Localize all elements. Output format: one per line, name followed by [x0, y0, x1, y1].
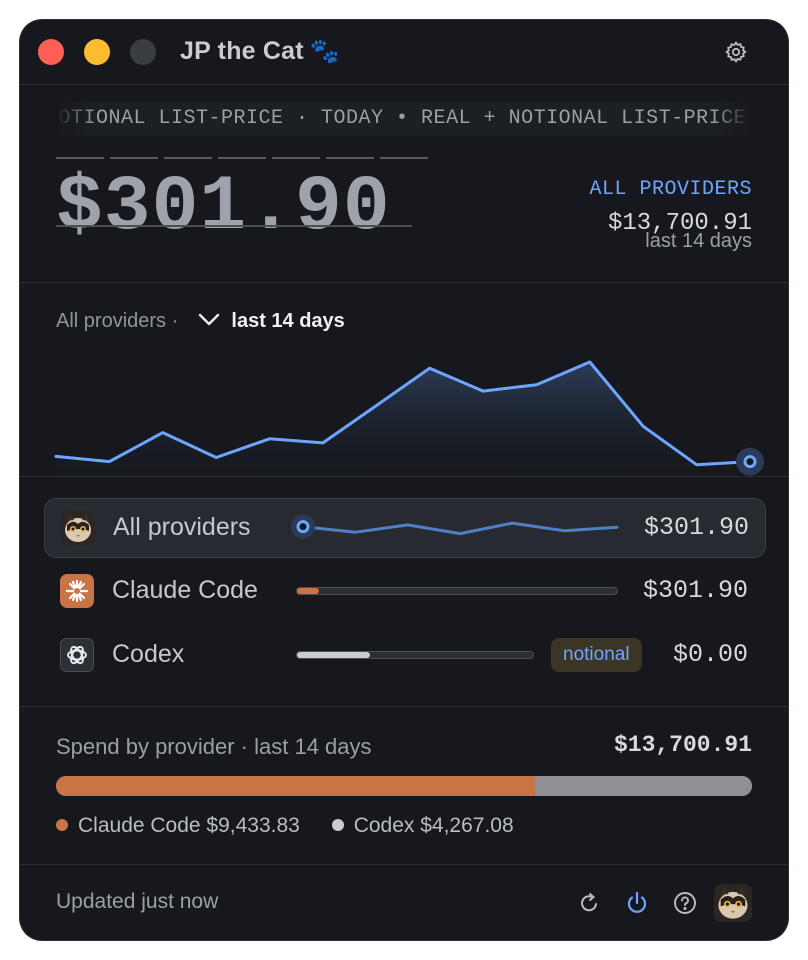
- minimize-window-button[interactable]: [84, 39, 110, 65]
- legend-item-claude-code: Claude Code $9,433.83: [56, 814, 300, 838]
- codex-share-fill: [297, 652, 371, 658]
- chart-point: [534, 383, 538, 387]
- spend-area-chart: [54, 360, 764, 492]
- zoom-window-button[interactable]: [130, 39, 156, 65]
- cat-avatar[interactable]: [714, 884, 752, 922]
- chart-header: All providers · last 14 days: [56, 310, 345, 333]
- spend-total: $13,700.91: [613, 732, 752, 758]
- divider: [20, 864, 788, 865]
- all-providers-period-text: last 14 days: [645, 230, 752, 252]
- all-providers-period: last 14 days: [645, 230, 752, 253]
- chart-point: [481, 389, 485, 393]
- all-providers-label: ALL PROVIDERS: [589, 178, 752, 201]
- claude-share-fill: [297, 588, 320, 594]
- provider-name: Claude Code: [112, 576, 258, 604]
- provider-name: All providers: [113, 513, 251, 541]
- paw-icon: 🐾: [309, 38, 340, 65]
- power-icon[interactable]: [624, 890, 650, 916]
- provider-name: Codex: [112, 640, 185, 668]
- spend-stacked-bar: [56, 776, 752, 796]
- chart-point: [695, 463, 699, 467]
- notional-badge: notional: [551, 638, 642, 672]
- all-providers-sparkline: [291, 514, 619, 539]
- chart-series-line: [54, 360, 752, 467]
- provider-amount: $301.90: [643, 513, 749, 542]
- chart-period-select[interactable]: last 14 days: [231, 310, 345, 332]
- sparkline-point: [296, 520, 310, 534]
- claude-share-bar: [296, 587, 618, 595]
- openai-logo-icon: [60, 638, 94, 672]
- chart-point: [321, 441, 325, 445]
- claude-logo-icon: [60, 574, 94, 608]
- ticker-fade-right: [712, 102, 752, 136]
- chart-point: [641, 424, 645, 428]
- chevron-down-icon[interactable]: [198, 310, 220, 333]
- odometer-midline: [56, 225, 412, 227]
- chart-scope-label: All providers ·: [56, 310, 179, 332]
- chart-area-fill: [56, 362, 750, 492]
- chart-point: [428, 366, 432, 370]
- spend-segment: [56, 776, 536, 796]
- provider-amount: $301.90: [642, 576, 748, 605]
- chart-point: [588, 360, 592, 364]
- legend-dot: [56, 819, 68, 831]
- ticker-strip: NOTIONAL LIST-PRICE · TODAY • REAL + NOT…: [56, 102, 752, 136]
- update-status: Updated just now: [56, 890, 219, 913]
- ticker-text: NOTIONAL LIST-PRICE · TODAY • REAL + NOT…: [56, 107, 747, 130]
- provider-row-all[interactable]: All providers $301.90: [44, 498, 766, 558]
- spend-by-provider-label: Spend by provider · last 14 days: [56, 734, 372, 759]
- provider-row-codex[interactable]: Codex notional $0.00: [44, 626, 764, 684]
- last-point-marker: [743, 455, 757, 469]
- window-title: JP the Cat 🐾: [180, 37, 340, 66]
- help-icon[interactable]: [672, 890, 698, 916]
- chart-point: [161, 431, 165, 435]
- today-amount: $301.90: [56, 164, 391, 252]
- spend-segment: [535, 776, 752, 796]
- title-bar: JP the Cat 🐾: [20, 20, 788, 85]
- provider-amount: $0.00: [672, 640, 748, 669]
- codex-share-bar: [296, 651, 534, 659]
- divider: [20, 476, 788, 477]
- chart-point: [374, 404, 378, 408]
- divider: [20, 282, 788, 283]
- legend-label: Claude Code $9,433.83: [78, 814, 300, 837]
- spend-legend: Claude Code $9,433.83 Codex $4,267.08: [56, 814, 540, 838]
- provider-row-claude-code[interactable]: Claude Code $301.90: [44, 562, 764, 620]
- divider: [20, 706, 788, 707]
- refresh-icon[interactable]: [576, 890, 602, 916]
- chart-point: [107, 460, 111, 464]
- gear-icon[interactable]: [724, 40, 748, 64]
- legend-label: Codex $4,267.08: [353, 814, 514, 837]
- close-window-button[interactable]: [38, 39, 64, 65]
- chart-point: [268, 437, 272, 441]
- window-title-text: JP the Cat: [180, 37, 304, 65]
- app-window: JP the Cat 🐾 NOTIONAL LIST-PRICE · TODAY …: [20, 20, 788, 940]
- legend-item-codex: Codex $4,267.08: [331, 814, 514, 838]
- all-providers-total: $13,700.91: [607, 210, 752, 237]
- sparkline-line: [301, 521, 619, 536]
- chart-point: [214, 455, 218, 459]
- ticker-fade-left: [56, 102, 96, 136]
- chart-point: [54, 454, 58, 458]
- legend-dot: [331, 819, 344, 831]
- cat-avatar-icon: [61, 511, 95, 545]
